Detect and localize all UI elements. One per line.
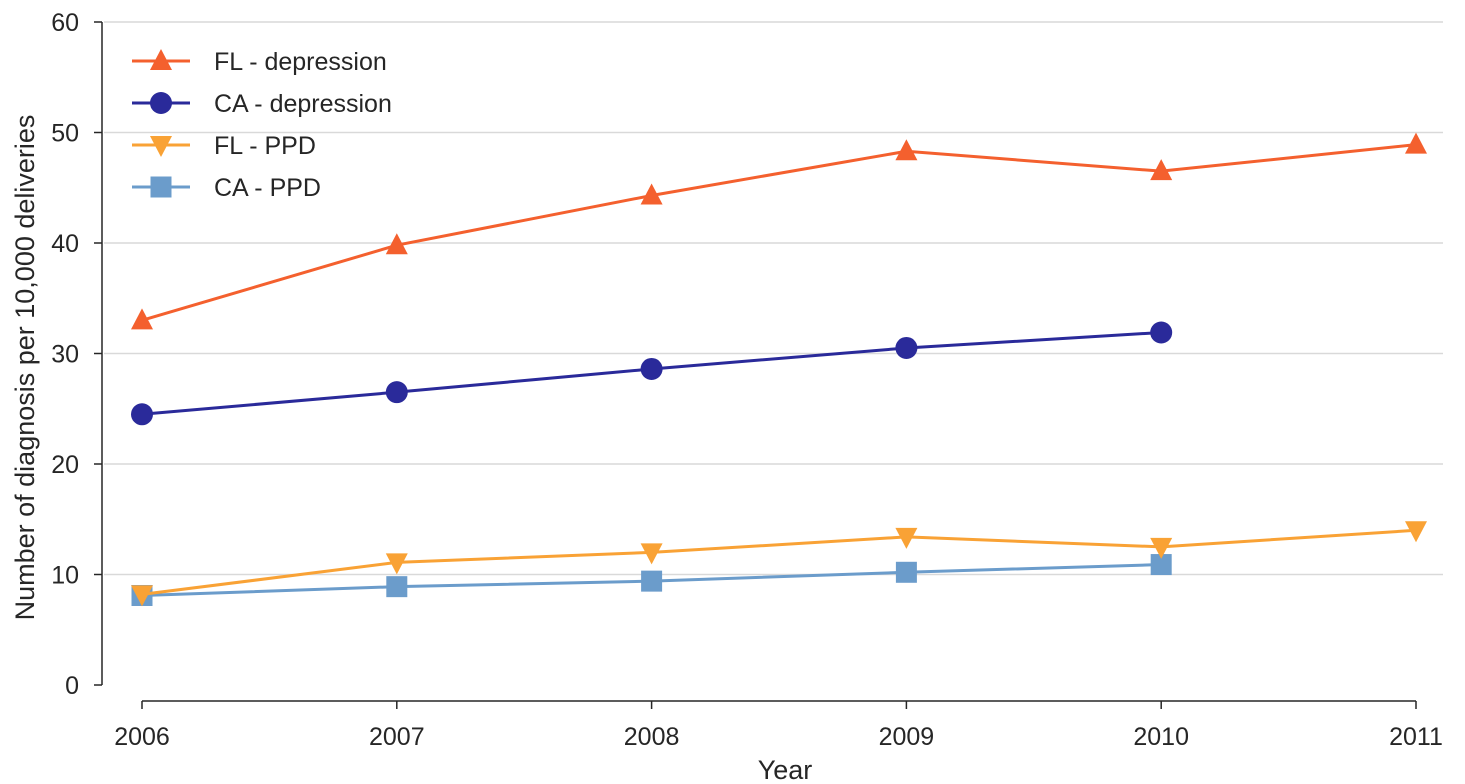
y-axis-title: Number of diagnosis per 10,000 deliverie… [10, 115, 40, 621]
legend-item: FL - depression [132, 48, 387, 76]
x-tick-label: 2011 [1389, 723, 1443, 751]
y-tick-label: 10 [51, 562, 79, 590]
data-point [640, 183, 663, 205]
data-point [1150, 537, 1173, 559]
y-tick-label: 20 [51, 451, 79, 479]
data-point [131, 308, 153, 330]
legend-marker [150, 49, 172, 70]
data-point [895, 336, 918, 359]
y-tick-label: 60 [51, 9, 79, 37]
x-axis-title: Year [758, 755, 813, 784]
legend-item: CA - PPD [132, 174, 321, 202]
data-point [640, 357, 663, 380]
data-point [386, 576, 408, 598]
y-tick-label: 50 [51, 120, 79, 148]
data-point [895, 527, 918, 549]
data-point [1150, 554, 1172, 576]
series-0 [131, 132, 1427, 330]
data-point [385, 233, 408, 255]
legend-marker [150, 176, 172, 198]
y-tick-label: 0 [65, 672, 79, 700]
series-2 [131, 521, 1427, 607]
legend-marker [150, 136, 172, 157]
legend-marker [150, 92, 172, 114]
legend-label: FL - PPD [214, 132, 316, 160]
legend: FL - depression CA - depression FL - PPD CA… [132, 48, 392, 202]
x-tick-label: 2008 [624, 723, 680, 751]
x-tick-label: 2006 [114, 723, 170, 751]
legend-label: CA - depression [214, 90, 392, 118]
axes: 0 10 20 30 40 50 60 2006 2007 2008 2009 2010 2011 [51, 9, 1443, 751]
data-point [1405, 521, 1427, 543]
data-point [1405, 132, 1427, 154]
data-point [1150, 321, 1173, 344]
series-line [141, 528, 1417, 596]
data-point [131, 585, 153, 607]
x-tick-label: 2007 [369, 723, 425, 751]
data-point [641, 570, 663, 592]
data-point [1150, 159, 1173, 181]
data-point [385, 553, 408, 575]
legend-item: FL - PPD [132, 132, 316, 160]
data-point [131, 403, 153, 426]
series-1 [131, 321, 1173, 426]
data-point [640, 543, 663, 565]
y-tick-label: 30 [51, 341, 79, 369]
series-line [141, 143, 1417, 322]
legend-item: CA - depression [132, 90, 392, 118]
data-point [895, 139, 918, 161]
legend-label: CA - PPD [214, 174, 321, 202]
legend-label: FL - depression [214, 48, 387, 76]
x-tick-label: 2010 [1133, 723, 1189, 751]
grid-lines [104, 21, 1443, 576]
x-tick-label: 2009 [879, 723, 935, 751]
data-point [385, 381, 408, 404]
y-tick-label: 40 [51, 230, 79, 258]
series [131, 132, 1427, 607]
data-point [895, 561, 917, 583]
